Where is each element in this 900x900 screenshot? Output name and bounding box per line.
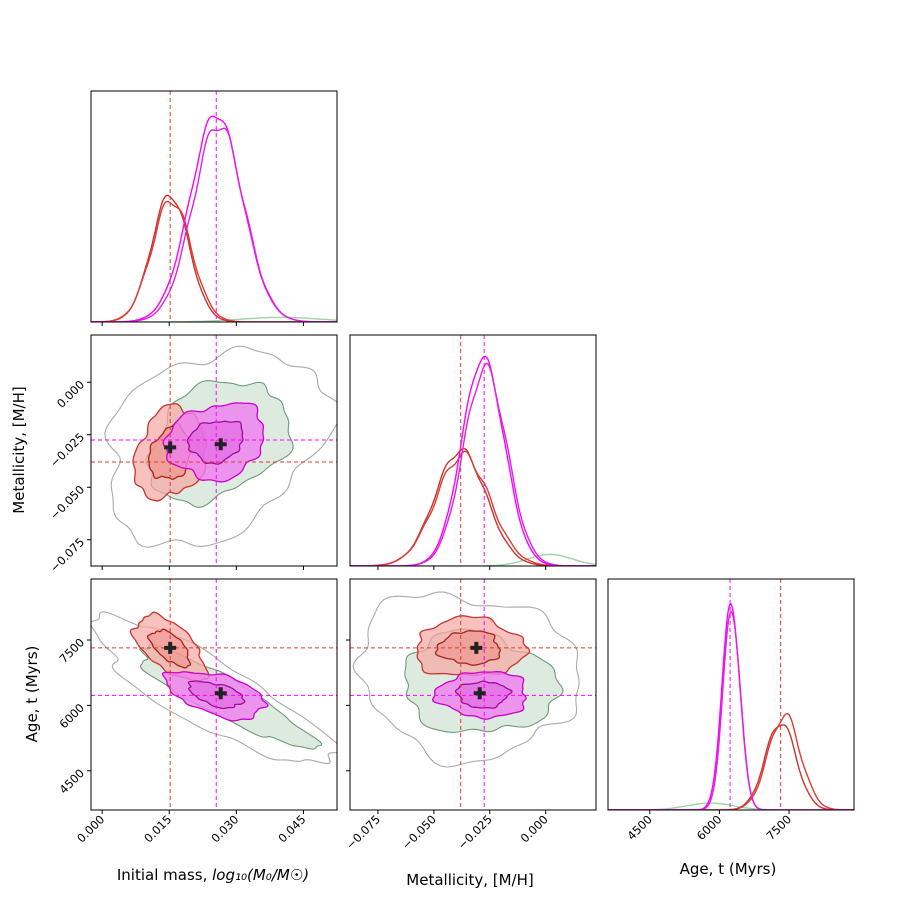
- y-tick-label: 0.000: [54, 377, 87, 410]
- x-tick-label: −0.050: [399, 812, 439, 852]
- magenta-hist-b: [608, 610, 854, 810]
- gray-contour-outer: [91, 611, 337, 765]
- x-tick-label: 6000: [694, 812, 725, 843]
- plot-area: [91, 91, 337, 322]
- x-tick-label: −0.075: [343, 812, 383, 852]
- plot-area: [350, 579, 596, 810]
- red-hist-b: [350, 450, 596, 566]
- panel-mass-vs-metallicity: −0.075 −0.050 −0.025 0.000: [47, 334, 338, 575]
- solution-marker: [214, 687, 227, 700]
- axes-frame: [90, 90, 338, 323]
- y-tick-label: 7500: [57, 635, 88, 666]
- magenta-hist-a: [350, 355, 596, 566]
- x-tick-label: 0.000: [74, 812, 107, 845]
- magenta-hist-a: [91, 115, 337, 322]
- ylabel-age: Age, t (Myrs): [23, 646, 41, 743]
- solution-marker: [164, 641, 177, 654]
- red-hist-a: [91, 194, 337, 322]
- red-hist-b: [91, 200, 337, 322]
- xlabel-mass-math: log₁₀(M₀/M☉): [212, 866, 309, 884]
- magenta-hist-b: [91, 127, 337, 322]
- panel-mass-hist: [90, 90, 338, 326]
- xlabel-mass-prefix: Initial mass,: [117, 866, 212, 884]
- gray-contour-outer: [352, 591, 580, 768]
- ylabel-metallicity: Metallicity, [M/H]: [10, 386, 28, 513]
- x-tick-label: −0.025: [455, 812, 495, 852]
- solution-marker: [470, 641, 483, 654]
- x-tick-label: 0.015: [141, 812, 174, 845]
- gray-contour-outer: [104, 345, 337, 548]
- solution-marker: [214, 438, 227, 451]
- xlabel-metallicity: Metallicity, [M/H]: [406, 871, 533, 889]
- plot-area: [608, 579, 854, 810]
- xlabel-age: Age, t (Myrs): [680, 860, 777, 878]
- y-tick-label: 4500: [57, 766, 88, 797]
- panel-age-hist: 4500 6000 7500: [607, 578, 855, 843]
- red-hist-a: [350, 447, 596, 566]
- axes-frame: [349, 578, 597, 811]
- x-tick-label: 0.030: [208, 812, 241, 845]
- y-tick-label: 6000: [57, 701, 88, 732]
- green-hist: [91, 316, 337, 322]
- axes-frame: [90, 334, 338, 567]
- axes-frame: [90, 578, 338, 811]
- x-tick-label: 0.045: [275, 812, 308, 845]
- red-hist-b: [608, 712, 854, 810]
- xlabel-mass: Initial mass, log₁₀(M₀/M☉): [117, 866, 309, 884]
- x-tick-label: 7500: [764, 812, 795, 843]
- solution-marker: [473, 687, 486, 700]
- panel-mass-vs-age: 0.000 0.015 0.030 0.045 4500 6000 7500: [57, 578, 338, 845]
- x-tick-label: 0.000: [518, 812, 551, 845]
- plot-area: [91, 335, 337, 566]
- green-hist: [350, 553, 596, 566]
- x-tick-label: 4500: [624, 812, 655, 843]
- magenta-hist-a: [608, 602, 854, 810]
- y-tick-label: −0.075: [47, 535, 87, 575]
- axes-frame: [607, 578, 855, 811]
- panel-metallicity-vs-age: −0.075 −0.050 −0.025 0.000: [343, 578, 597, 852]
- plot-area: [350, 335, 596, 566]
- axes-frame: [349, 334, 597, 567]
- magenta-hist-b: [350, 362, 596, 566]
- y-tick-label: −0.025: [47, 430, 87, 470]
- panel-metallicity-hist: [349, 334, 597, 570]
- solution-marker: [164, 441, 177, 454]
- plot-area: [91, 579, 337, 810]
- y-tick-label: −0.050: [47, 482, 87, 522]
